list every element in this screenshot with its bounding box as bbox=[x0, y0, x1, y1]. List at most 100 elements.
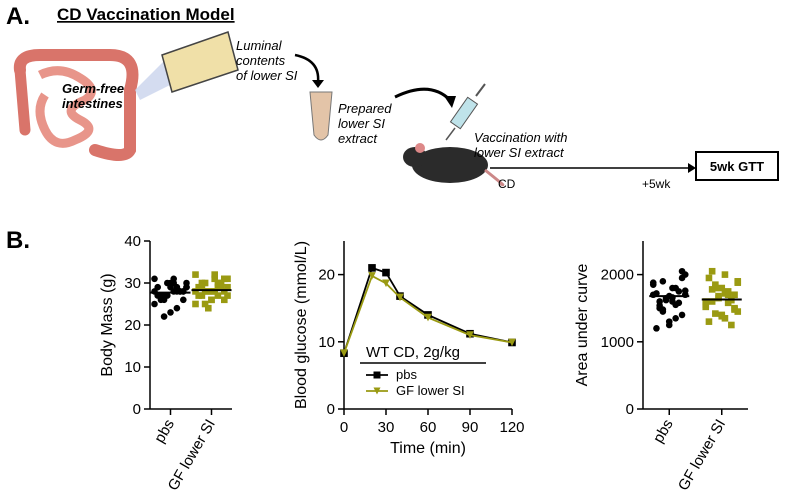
data-point bbox=[653, 325, 660, 332]
data-point bbox=[721, 271, 729, 278]
data-point bbox=[724, 299, 732, 307]
y-axis-label: Body Mass (g) bbox=[99, 273, 116, 376]
data-point bbox=[649, 279, 657, 286]
data-point bbox=[662, 296, 670, 304]
tube-icon bbox=[309, 91, 333, 141]
data-point bbox=[195, 292, 202, 299]
data-point bbox=[211, 271, 218, 278]
data-point bbox=[708, 286, 716, 293]
y-tick-label: 0 bbox=[133, 401, 141, 418]
data-point bbox=[382, 279, 390, 288]
arrow bbox=[294, 53, 320, 83]
x-tick-label: pbs bbox=[650, 417, 677, 446]
data-point bbox=[712, 281, 719, 288]
y-tick-label: 1000 bbox=[601, 334, 634, 351]
legend-label: pbs bbox=[396, 367, 417, 382]
data-point bbox=[721, 290, 729, 297]
data-point bbox=[173, 288, 181, 295]
data-point bbox=[205, 288, 212, 295]
y-tick-label: 0 bbox=[327, 401, 335, 418]
data-point bbox=[675, 299, 683, 307]
data-point bbox=[221, 296, 228, 304]
data-point bbox=[382, 268, 390, 277]
y-tick-label: 2000 bbox=[601, 267, 634, 284]
y-tick-label: 10 bbox=[318, 334, 335, 351]
data-point bbox=[368, 272, 376, 280]
data-point bbox=[151, 300, 158, 308]
data-point bbox=[424, 313, 432, 322]
data-point bbox=[180, 296, 187, 304]
data-point bbox=[173, 304, 181, 312]
data-point bbox=[157, 292, 165, 299]
y-tick-label: 0 bbox=[626, 401, 634, 418]
data-point bbox=[205, 304, 212, 312]
data-point bbox=[715, 292, 722, 300]
y-axis-label: Blood glucose (mmol/L) bbox=[293, 241, 310, 409]
panel-label: A. bbox=[6, 3, 30, 30]
data-point bbox=[731, 291, 738, 299]
data-point bbox=[678, 267, 686, 275]
data-point bbox=[708, 298, 716, 305]
series-line bbox=[343, 266, 513, 354]
data-point bbox=[718, 284, 726, 292]
x-tick-label: 60 bbox=[420, 419, 437, 436]
prepared-label: Prepared lower SI extract bbox=[338, 101, 392, 146]
data-point bbox=[217, 283, 225, 291]
arrow bbox=[394, 87, 452, 102]
data-point bbox=[653, 290, 660, 297]
data-point bbox=[659, 278, 667, 285]
data-point bbox=[678, 311, 686, 319]
syringe-icon bbox=[445, 83, 486, 141]
y-axis-label: Area under curve bbox=[574, 264, 591, 387]
legend-marker bbox=[373, 371, 381, 379]
data-point bbox=[224, 283, 231, 291]
arrow-head bbox=[312, 80, 324, 88]
data-point bbox=[396, 293, 404, 302]
x-tick-label: 120 bbox=[499, 419, 524, 436]
data-point bbox=[224, 292, 231, 299]
endpoint-label: 5wk GTT bbox=[710, 159, 764, 174]
data-point bbox=[708, 267, 716, 275]
data-point bbox=[180, 288, 187, 295]
data-point bbox=[167, 309, 174, 316]
intestine-icon bbox=[13, 49, 139, 161]
data-point bbox=[198, 283, 206, 291]
data-point bbox=[702, 298, 710, 305]
legend-label: GF lower SI bbox=[396, 383, 465, 398]
data-point bbox=[669, 284, 676, 292]
data-point bbox=[368, 264, 376, 272]
data-point bbox=[154, 283, 161, 291]
diet-label: CD bbox=[498, 177, 516, 191]
endpoint-box bbox=[695, 151, 779, 181]
x-axis-label: Time (min) bbox=[390, 440, 466, 457]
schematic-title: CD Vaccination Model bbox=[57, 5, 235, 24]
data-point bbox=[656, 302, 663, 309]
mouse-icon bbox=[403, 143, 505, 187]
data-point bbox=[718, 312, 726, 320]
data-point bbox=[672, 314, 679, 322]
data-point bbox=[675, 288, 683, 295]
germ-free-label: Germ-free intestines bbox=[62, 81, 124, 111]
data-point bbox=[705, 318, 713, 325]
data-point bbox=[221, 288, 228, 295]
data-point bbox=[678, 274, 686, 282]
y-tick-label: 40 bbox=[124, 233, 141, 250]
data-point bbox=[665, 321, 673, 329]
data-point bbox=[170, 279, 177, 287]
y-tick-label: 20 bbox=[318, 267, 335, 284]
data-point bbox=[712, 310, 719, 317]
arrow-head bbox=[688, 163, 696, 173]
x-tick-label: 90 bbox=[462, 419, 479, 436]
data-point bbox=[731, 306, 738, 313]
data-point bbox=[340, 349, 348, 358]
y-tick-label: 30 bbox=[124, 275, 141, 292]
y-tick-label: 10 bbox=[124, 359, 141, 376]
data-point bbox=[198, 279, 206, 287]
data-point bbox=[160, 313, 168, 320]
x-tick-label: pbs bbox=[151, 417, 178, 446]
x-tick-label: 0 bbox=[340, 419, 348, 436]
x-tick-label: 30 bbox=[378, 419, 395, 436]
data-point bbox=[208, 296, 215, 304]
